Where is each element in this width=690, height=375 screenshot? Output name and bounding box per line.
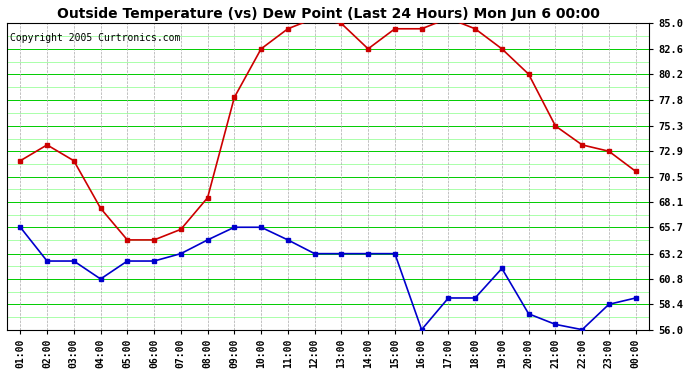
Text: Copyright 2005 Curtronics.com: Copyright 2005 Curtronics.com [10, 33, 181, 43]
Title: Outside Temperature (vs) Dew Point (Last 24 Hours) Mon Jun 6 00:00: Outside Temperature (vs) Dew Point (Last… [57, 7, 600, 21]
